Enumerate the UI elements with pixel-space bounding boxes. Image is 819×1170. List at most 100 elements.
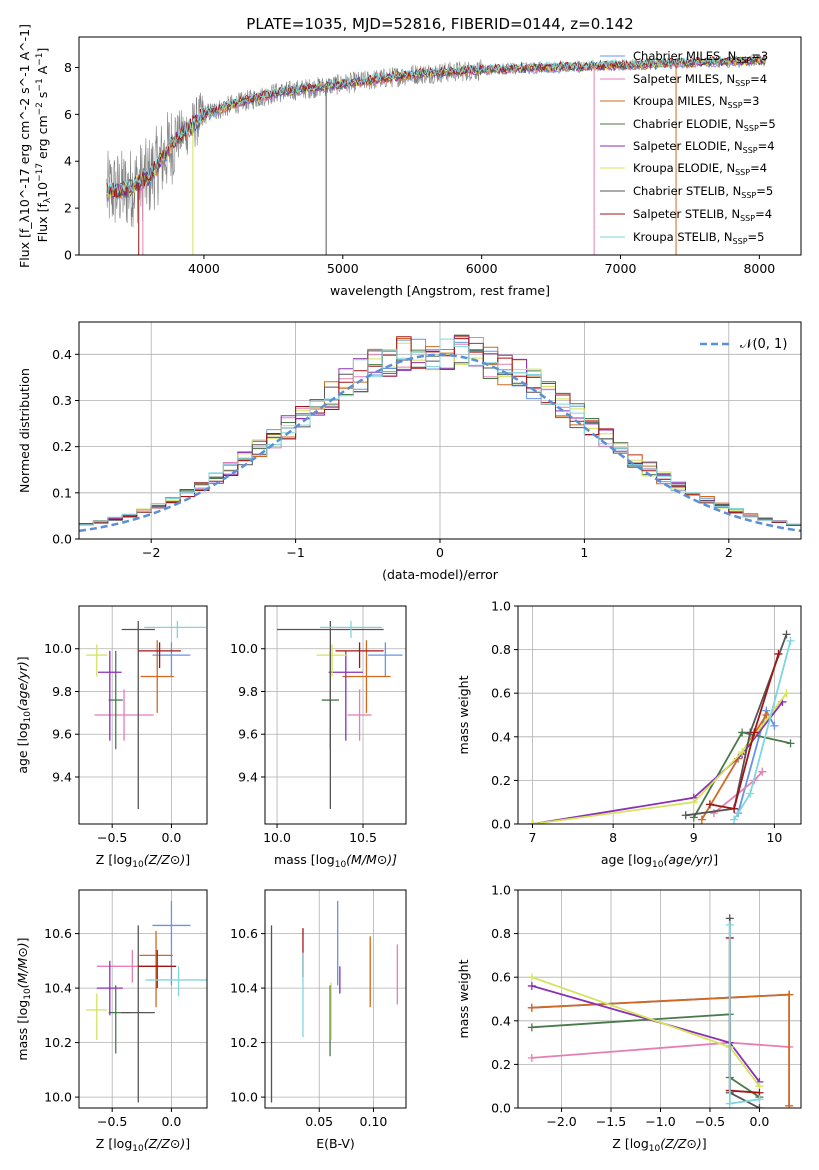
error-bar-chabrier-miles	[368, 642, 403, 677]
svg-text:Kroupa MILES, NSSP=3: Kroupa MILES, NSSP=3	[633, 94, 759, 110]
error-bar-chabrier-elodie	[108, 650, 123, 750]
x-tick-label: 1	[580, 545, 588, 560]
x-tick-label: 5000	[327, 261, 359, 276]
error-bar-salpeter-stelib	[138, 642, 181, 668]
y-tick-label: 8	[64, 60, 72, 75]
error-bar-kroupa-miles	[139, 930, 173, 1008]
y-tick-label: 0.0	[491, 817, 511, 832]
model-spectrum-kroupa-stelib	[106, 53, 766, 197]
plot-area	[270, 900, 398, 1103]
y-tick-label: 9.4	[238, 769, 258, 784]
error-bar-chabrier-miles	[152, 900, 191, 986]
y-tick-label: 10.4	[230, 981, 258, 996]
x-tick-label: 0.0	[161, 830, 181, 845]
svg-text:Salpeter MILES, NSSP=4: Salpeter MILES, NSSP=4	[633, 72, 767, 88]
mass-weight-marker	[770, 721, 779, 730]
axes-frame	[264, 605, 407, 825]
svg-text:Chabrier STELIB, NSSP=5: Chabrier STELIB, NSSP=5	[633, 184, 773, 200]
mass-weight-vs-age-panel: 7 8 9 10 0.0 0.2 0.4 0.6 0.8 1.0 age [log10(age/yr…	[456, 599, 802, 870]
axes-frame	[517, 889, 802, 1109]
y-tick-label: 0.6	[491, 970, 511, 985]
error-bar-kroupa-elodie	[86, 993, 108, 1040]
error-bar-kroupa-miles	[140, 640, 174, 713]
x-tick-label: 7	[529, 830, 537, 845]
mass-weight-marker	[782, 689, 791, 698]
error-bar-chabrier-stelib	[121, 925, 155, 1103]
y-tick-label: 10.2	[230, 1035, 258, 1050]
x-tick-label: 7000	[605, 261, 637, 276]
mass-weight-marker	[755, 1095, 764, 1104]
y-tick-label: 10.0	[230, 641, 258, 656]
plot-area	[86, 620, 206, 810]
y-tick-label: 0.3	[52, 393, 72, 408]
spectrum-legend: Chabrier MILES, NSSP=3 Salpeter MILES, N…	[600, 49, 776, 246]
mass-weight-marker	[750, 728, 759, 737]
residuals-legend: 𝒩(0, 1)	[700, 337, 787, 352]
y-tick-label: 9.4	[52, 769, 72, 784]
y-tick-label: 9.6	[52, 727, 72, 742]
y-tick-label: 0.1	[52, 485, 72, 500]
x-tick-label: 10.5	[349, 830, 377, 845]
legend-entry-chabrier-stelib: Chabrier STELIB, NSSP=5	[600, 184, 773, 200]
axes-frame	[264, 889, 407, 1109]
mass-weight-marker	[527, 1023, 536, 1032]
mass-vs-metallicity-panel: −0.5 0.0 10.0 10.2 10.4 10.6 Z [log10(Z/Z⊙)] ma…	[15, 889, 208, 1154]
y-axis-label: mass weight	[456, 959, 471, 1038]
y-tick-label: 4	[64, 154, 72, 169]
legend-entry-salpeter-stelib: Salpeter STELIB, NSSP=4	[600, 207, 772, 223]
legend-entry-salpeter-elodie: Salpeter ELODIE, NSSP=4	[600, 139, 775, 155]
axes-frame	[78, 36, 802, 256]
error-bar-salpeter-miles	[347, 689, 372, 741]
legend-entry-kroupa-miles: Kroupa MILES, NSSP=3	[600, 94, 759, 110]
x-axis-label: E(B-V)	[316, 1136, 355, 1151]
mass-weight-marker	[786, 636, 795, 645]
y-tick-label: 1.0	[491, 599, 511, 614]
svg-text:Salpeter STELIB, NSSP=4: Salpeter STELIB, NSSP=4	[633, 207, 772, 223]
x-tick-label: 10	[766, 830, 782, 845]
x-tick-label: −1.5	[596, 1114, 626, 1129]
y-tick-label: 0.4	[491, 1013, 511, 1028]
svg-text:Chabrier MILES, NSSP=3: Chabrier MILES, NSSP=3	[633, 49, 768, 65]
legend-entry-salpeter-miles: Salpeter MILES, NSSP=4	[600, 72, 767, 88]
x-tick-label: 6000	[466, 261, 498, 276]
y-tick-label: 0.6	[491, 686, 511, 701]
error-bar-kroupa-miles	[342, 640, 391, 713]
error-bar-salpeter-elodie	[328, 650, 364, 741]
mass-weight-marker	[725, 1099, 734, 1108]
svg-text:Kroupa STELIB, NSSP=5: Kroupa STELIB, NSSP=5	[633, 230, 764, 246]
x-tick-label: 10.0	[263, 830, 291, 845]
error-bar-salpeter-elodie	[97, 650, 122, 741]
y-tick-label: 9.6	[238, 727, 258, 742]
error-bar-chabrier-stelib	[277, 620, 384, 810]
mass-weight-marker	[738, 728, 747, 737]
mass-weight-marker	[755, 1104, 764, 1108]
error-bar-chabrier-stelib	[121, 620, 155, 810]
error-bar-salpeter-stelib	[335, 642, 384, 668]
x-tick-label: 8	[609, 830, 617, 845]
x-tick-label: 2	[725, 545, 733, 560]
y-tick-label: 0.8	[491, 642, 511, 657]
axes-frame	[78, 889, 208, 1109]
y-axis-label: Normed distribution	[17, 368, 32, 493]
mass-weight-marker	[730, 804, 739, 813]
x-tick-label: 0.0	[749, 1114, 769, 1129]
residuals-legend-label: 𝒩(0, 1)	[740, 337, 787, 352]
svg-text:Salpeter ELODIE, NSSP=4: Salpeter ELODIE, NSSP=4	[633, 139, 775, 155]
x-axis-label: Z [log10(Z/Z⊙)]	[96, 852, 190, 870]
x-tick-label: −0.5	[97, 1114, 127, 1129]
x-tick-label: −2	[142, 545, 160, 560]
age-vs-metallicity-panel: −0.5 0.0 9.4 9.6 9.8 10.0 Z [log10(Z/Z⊙)] age […	[15, 605, 208, 870]
y-tick-label: 0.0	[52, 532, 72, 547]
y-tick-label: 0.2	[491, 773, 511, 788]
y-tick-label: 0.4	[491, 729, 511, 744]
y-tick-label: 0.2	[491, 1057, 511, 1072]
mass-weight-marker	[785, 1101, 794, 1108]
plot-area	[528, 630, 795, 824]
mass-weight-marker	[528, 820, 537, 824]
error-bar-kroupa-stelib	[144, 620, 206, 639]
figure-title: PLATE=1035, MJD=52816, FIBERID=0144, z=0…	[246, 15, 633, 33]
x-tick-label: −2.0	[546, 1114, 576, 1129]
error-bar-salpeter-miles	[94, 689, 154, 741]
y-axis-label: mass weight	[456, 675, 471, 754]
plot-area	[79, 334, 801, 533]
